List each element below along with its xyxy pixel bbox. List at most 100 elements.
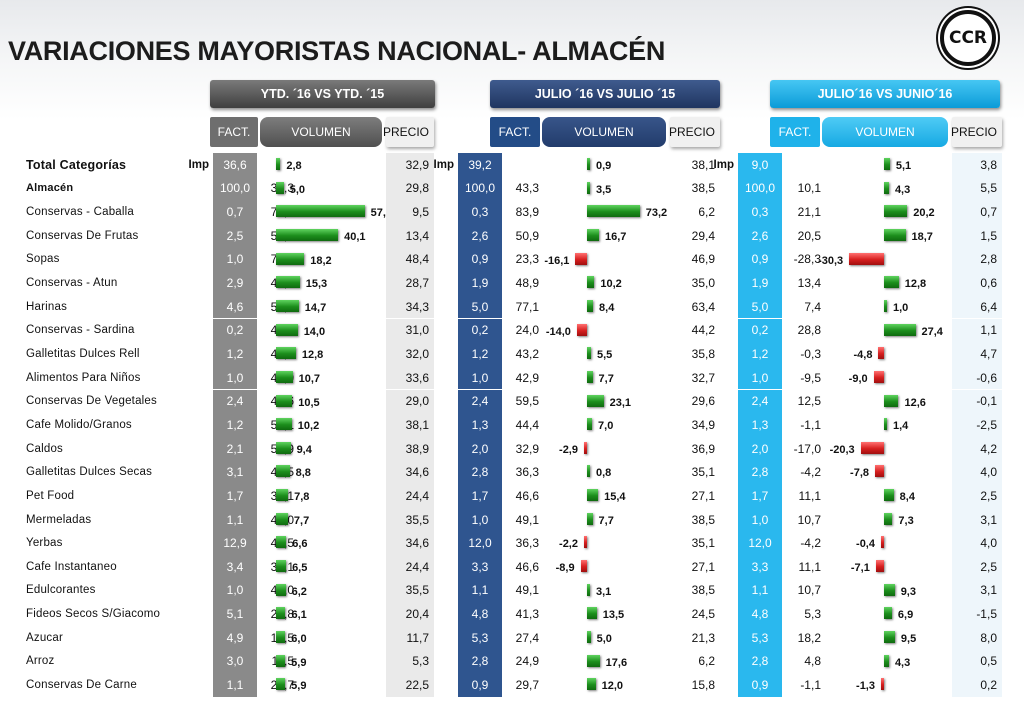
fact-value: 83,9 bbox=[515, 205, 539, 220]
volume-label: -2,9 bbox=[559, 443, 578, 456]
fact-value: 77,1 bbox=[515, 299, 539, 314]
precio-value: 2,8 bbox=[952, 247, 1002, 272]
fact-value: 13,4 bbox=[797, 276, 821, 291]
volume-label: -4,8 bbox=[853, 349, 873, 362]
category-name: Total Categorías bbox=[26, 157, 127, 172]
imp-value: 1,0 bbox=[213, 578, 257, 603]
volume-label: 16,7 bbox=[605, 230, 627, 243]
fact-value: 36,3 bbox=[515, 465, 539, 480]
table-row: Conservas De Carne1,129,75,922,50,929,71… bbox=[0, 673, 1024, 697]
category-name: Conservas De Frutas bbox=[26, 229, 139, 242]
imp-value: 4,8 bbox=[458, 602, 502, 626]
precio-value: 5,3 bbox=[386, 649, 434, 674]
imp-value: 0,7 bbox=[213, 200, 257, 224]
fact-value: -0,3 bbox=[800, 346, 821, 361]
precio-value: -1,5 bbox=[952, 602, 1002, 626]
imp-value: 1,3 bbox=[738, 413, 782, 437]
volume-label: 2,8 bbox=[286, 160, 302, 172]
table-row: Azucar4,918,56,011,75,327,45,021,35,318,… bbox=[0, 626, 1024, 650]
fact-label-1: FACT. bbox=[210, 117, 258, 147]
fact-value: 59,5 bbox=[515, 394, 539, 409]
volume-label: 6,0 bbox=[291, 633, 307, 645]
volume-label: -20,3 bbox=[829, 443, 855, 456]
total-row: Total Categorías Imp 36,6 2,8 32,9 Imp 39,2 0,9… bbox=[0, 153, 1024, 177]
imp-value: 1,9 bbox=[458, 271, 502, 295]
table-row: Sopas1,075,518,248,40,923,3-16,146,90,9-… bbox=[0, 247, 1024, 272]
imp-value: 2,5 bbox=[213, 223, 257, 248]
volume-label: 12,6 bbox=[904, 396, 926, 409]
volume-label: 10,2 bbox=[297, 420, 320, 433]
section-header-julio-vs-junio: JULIO´16 VS JUNIO´16 bbox=[770, 80, 1000, 108]
volume-bar bbox=[276, 347, 296, 360]
volume-label: -0,4 bbox=[856, 538, 875, 551]
imp-value: 0,2 bbox=[458, 318, 502, 343]
volume-label: 9,4 bbox=[296, 443, 312, 456]
volume-label: 20,2 bbox=[913, 207, 935, 220]
table-row: Conservas - Atun2,948,315,328,71,948,910… bbox=[0, 271, 1024, 295]
table-row: Cafe Instantaneo3,434,16,524,43,346,6-8,… bbox=[0, 555, 1024, 579]
volume-bar bbox=[884, 205, 908, 218]
precio-value: 35,0 bbox=[691, 276, 715, 291]
imp-value: 5,3 bbox=[458, 626, 502, 650]
volume-bar bbox=[587, 489, 599, 502]
volume-label: 13,5 bbox=[602, 609, 625, 622]
imp-value: 1,2 bbox=[213, 413, 257, 437]
volume-bar bbox=[587, 465, 590, 478]
fact-value: -28,3 bbox=[793, 252, 821, 267]
volume-bar bbox=[276, 512, 288, 525]
imp-value: 2,4 bbox=[458, 389, 502, 414]
fact-value: 49,1 bbox=[515, 583, 539, 598]
imp-value: 5,0 bbox=[738, 294, 782, 319]
logo-text: CCR bbox=[948, 28, 988, 48]
section-header-ytd: YTD. ´16 VS YTD. ´15 bbox=[210, 80, 435, 108]
precio-value: 35,5 bbox=[386, 507, 434, 532]
precio-value: 38,1 bbox=[386, 413, 434, 437]
table-row: Arroz3,011,55,95,32,824,917,66,22,84,84,… bbox=[0, 649, 1024, 674]
volume-bar bbox=[884, 607, 892, 620]
volume-label: 5,0 bbox=[596, 633, 612, 645]
imp-value: 5,3 bbox=[738, 626, 782, 650]
imp-value: 100,0 bbox=[213, 176, 257, 201]
volume-bar bbox=[884, 654, 889, 667]
volume-bar bbox=[575, 252, 587, 265]
volume-bar bbox=[276, 228, 339, 241]
imp-value: 3,4 bbox=[213, 555, 257, 579]
fact-value: 28,8 bbox=[797, 323, 821, 338]
volume-label: 5,1 bbox=[895, 160, 912, 172]
precio-value: 13,4 bbox=[386, 223, 434, 248]
volume-bar bbox=[276, 418, 292, 431]
volume-bar bbox=[276, 252, 305, 265]
imp-value: 1,0 bbox=[738, 507, 782, 532]
precio-value: 2,5 bbox=[952, 555, 1002, 579]
fact-value: 12,5 bbox=[797, 394, 821, 409]
fact-label-3: FACT. bbox=[770, 117, 820, 147]
volume-bar bbox=[884, 299, 887, 312]
category-name: Pet Food bbox=[26, 489, 75, 502]
fact-label-2: FACT. bbox=[490, 117, 540, 147]
fact-value: 39,2 bbox=[458, 153, 502, 177]
imp-value: 4,9 bbox=[213, 626, 257, 650]
precio-value: -0,1 bbox=[952, 389, 1002, 414]
precio-value: -2,5 bbox=[952, 413, 1002, 437]
fact-value: 10,7 bbox=[797, 512, 821, 527]
fact-value: 10,7 bbox=[797, 583, 821, 598]
section-header-julio-vs-julio: JULIO ´16 VS JULIO ´15 bbox=[490, 80, 720, 108]
volume-label: 8,4 bbox=[899, 491, 915, 504]
volume-label: -7,1 bbox=[850, 562, 870, 575]
volume-label: 7,7 bbox=[598, 372, 614, 385]
precio-value: 32,0 bbox=[386, 342, 434, 366]
table-row: Caldos2,151,99,438,92,032,9-2,936,92,0-1… bbox=[0, 436, 1024, 461]
volume-label: 9,3 bbox=[900, 585, 916, 598]
fact-value: 43,2 bbox=[515, 346, 539, 361]
volume-label: -7,8 bbox=[850, 467, 870, 480]
volume-label: 9,5 bbox=[900, 633, 917, 645]
imp-value: 0,9 bbox=[458, 247, 502, 272]
imp-value: 1,7 bbox=[458, 484, 502, 508]
volume-bar bbox=[884, 181, 889, 194]
imp-value: 3,1 bbox=[213, 460, 257, 485]
table-row: Yerbas12,946,56,634,612,036,3-2,235,112,… bbox=[0, 531, 1024, 555]
volume-bar bbox=[276, 678, 286, 691]
volume-bar bbox=[587, 205, 640, 218]
volume-label: 23,1 bbox=[609, 396, 632, 409]
category-name: Edulcorantes bbox=[26, 584, 96, 597]
